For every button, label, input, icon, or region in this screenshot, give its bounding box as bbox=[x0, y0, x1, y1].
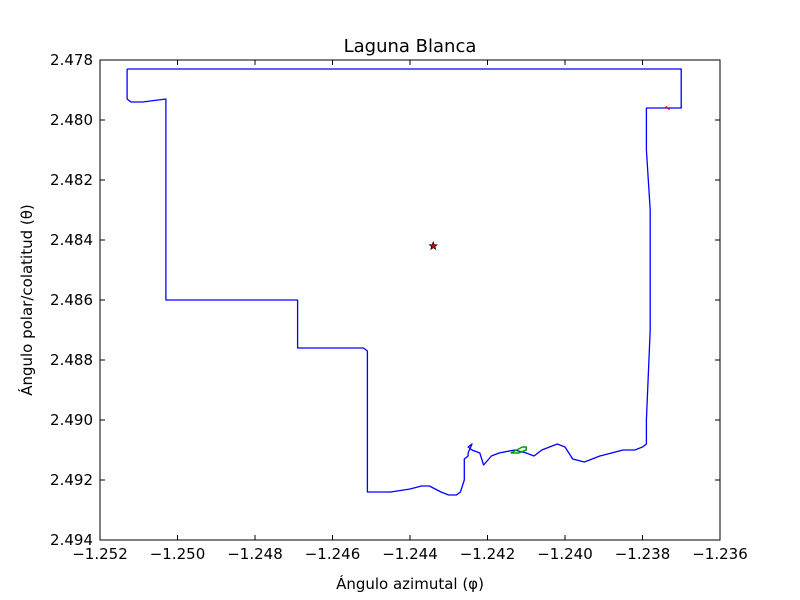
y-tick-label: 2.486 bbox=[50, 291, 93, 309]
x-tick-label: −1.242 bbox=[460, 545, 516, 563]
y-axis-label: Ángulo polar/colatitud (θ) bbox=[17, 204, 36, 396]
x-tick-label: −1.246 bbox=[305, 545, 361, 563]
x-tick-label: −1.240 bbox=[537, 545, 593, 563]
data-layer bbox=[126, 68, 682, 496]
x-axis-label: Ángulo azimutal (φ) bbox=[336, 574, 484, 593]
y-tick-label: 2.490 bbox=[50, 411, 93, 429]
series-line-red_segment bbox=[665, 105, 671, 111]
y-tick-label: 2.478 bbox=[50, 51, 93, 69]
series-line-lagoon bbox=[510, 446, 527, 454]
series-line-boundary bbox=[126, 68, 682, 496]
y-tick-label: 2.492 bbox=[50, 471, 93, 489]
y-tick-label: 2.484 bbox=[50, 231, 93, 249]
y-tick-label: 2.482 bbox=[50, 171, 93, 189]
y-tick-label: 2.480 bbox=[50, 111, 93, 129]
x-tick-label: −1.252 bbox=[72, 545, 128, 563]
star-marker bbox=[428, 240, 438, 251]
x-tick-label: −1.238 bbox=[615, 545, 671, 563]
ticks-layer: −1.252 −1.250 −1.248 −1.246 −1.244 −1.242 −1.2… bbox=[50, 51, 748, 563]
chart-title: Laguna Blanca bbox=[344, 36, 477, 57]
y-tick-label: 2.494 bbox=[50, 531, 93, 549]
x-tick-label: −1.244 bbox=[382, 545, 438, 563]
x-tick-label: −1.250 bbox=[150, 545, 206, 563]
y-tick-label: 2.488 bbox=[50, 351, 93, 369]
x-tick-label: −1.248 bbox=[227, 545, 283, 563]
x-tick-label: −1.236 bbox=[692, 545, 748, 563]
